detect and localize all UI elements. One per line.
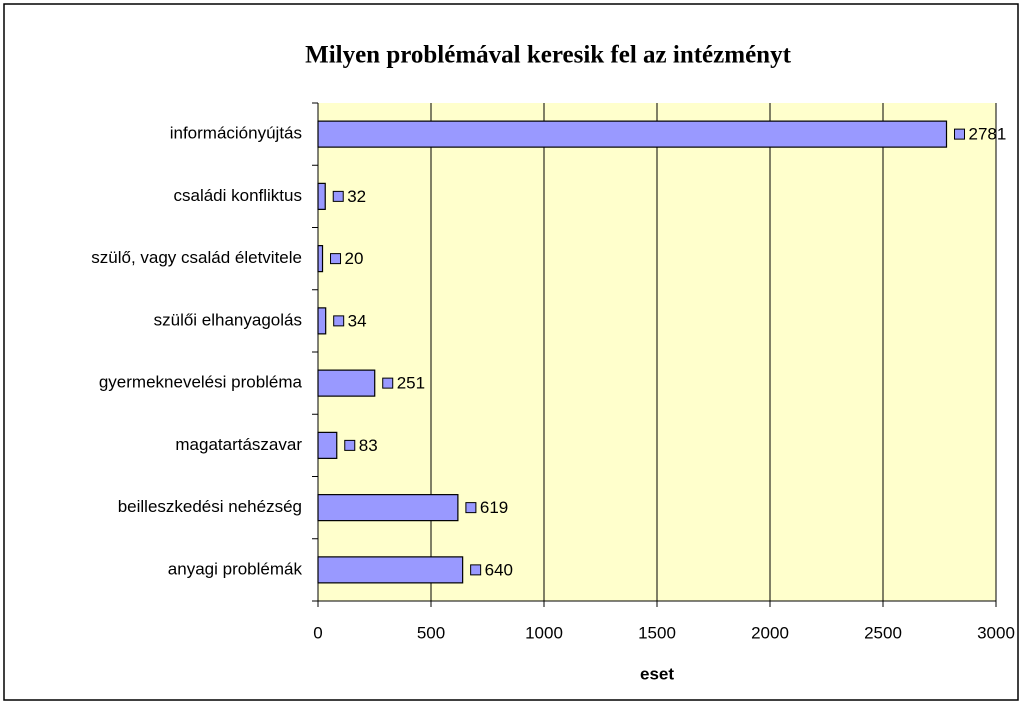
value-label: 251	[397, 374, 425, 393]
value-label: 34	[348, 311, 367, 330]
y-tick-label: szülő, vagy család életvitele	[91, 248, 302, 267]
bar	[317, 431, 338, 459]
value-label: 20	[345, 249, 364, 268]
y-tick-label: magatartászavar	[175, 435, 302, 454]
x-tick-label: 1000	[525, 623, 563, 642]
y-tick-label: családi konfliktus	[173, 186, 302, 205]
value-label: 32	[347, 187, 366, 206]
bar	[317, 556, 464, 584]
label-key	[382, 377, 394, 389]
y-tick-label: gyermeknevelési probléma	[99, 373, 303, 392]
label-key	[333, 315, 345, 327]
bar	[317, 494, 459, 522]
bar	[317, 245, 324, 273]
x-tick-label: 0	[313, 623, 322, 642]
label-key	[344, 439, 356, 451]
label-key	[332, 190, 344, 202]
x-axis-label: eset	[640, 664, 674, 683]
bar	[317, 182, 326, 210]
x-tick-label: 2000	[751, 623, 789, 642]
bar	[317, 369, 376, 397]
value-label: 640	[485, 560, 513, 579]
x-tick-label: 1500	[638, 623, 676, 642]
chart-title: Milyen problémával keresik fel az intézm…	[305, 42, 791, 69]
y-tick-label: információnyújtás	[170, 124, 302, 143]
value-label: 619	[480, 498, 508, 517]
value-label: 2781	[969, 125, 1007, 144]
label-key	[330, 253, 342, 265]
value-label: 83	[359, 436, 378, 455]
y-tick-label: szülői elhanyagolás	[154, 310, 302, 329]
x-tick-label: 3000	[977, 623, 1015, 642]
x-tick-label: 2500	[864, 623, 902, 642]
y-tick-label: beilleszkedési nehézség	[118, 497, 302, 516]
y-tick-label: anyagi problémák	[168, 559, 303, 578]
bar	[317, 120, 948, 148]
bar	[317, 307, 327, 335]
label-key	[954, 128, 966, 140]
label-key	[470, 564, 482, 576]
label-key	[465, 502, 477, 514]
x-tick-label: 500	[417, 623, 445, 642]
